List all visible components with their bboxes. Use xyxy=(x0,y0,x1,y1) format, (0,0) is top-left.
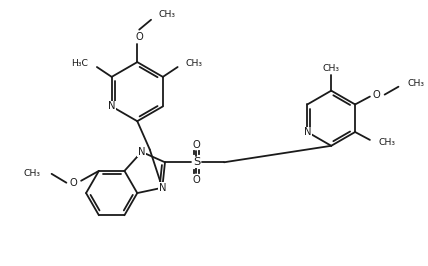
Text: O: O xyxy=(193,175,200,185)
Text: S: S xyxy=(193,157,200,167)
Text: O: O xyxy=(135,31,143,41)
Text: CH₃: CH₃ xyxy=(323,64,340,73)
Text: N: N xyxy=(138,147,146,157)
Text: N: N xyxy=(108,101,116,111)
Text: O: O xyxy=(193,140,200,149)
Text: CH₃: CH₃ xyxy=(159,10,176,19)
Text: H₃C: H₃C xyxy=(71,59,88,68)
Text: N: N xyxy=(303,127,311,137)
Text: CH₃: CH₃ xyxy=(185,59,202,68)
Text: CH₃: CH₃ xyxy=(407,79,424,88)
Text: O: O xyxy=(69,178,77,188)
Text: CH₃: CH₃ xyxy=(24,169,41,178)
Text: CH₃: CH₃ xyxy=(379,138,396,147)
Text: N: N xyxy=(158,183,166,193)
Text: O: O xyxy=(373,90,380,99)
